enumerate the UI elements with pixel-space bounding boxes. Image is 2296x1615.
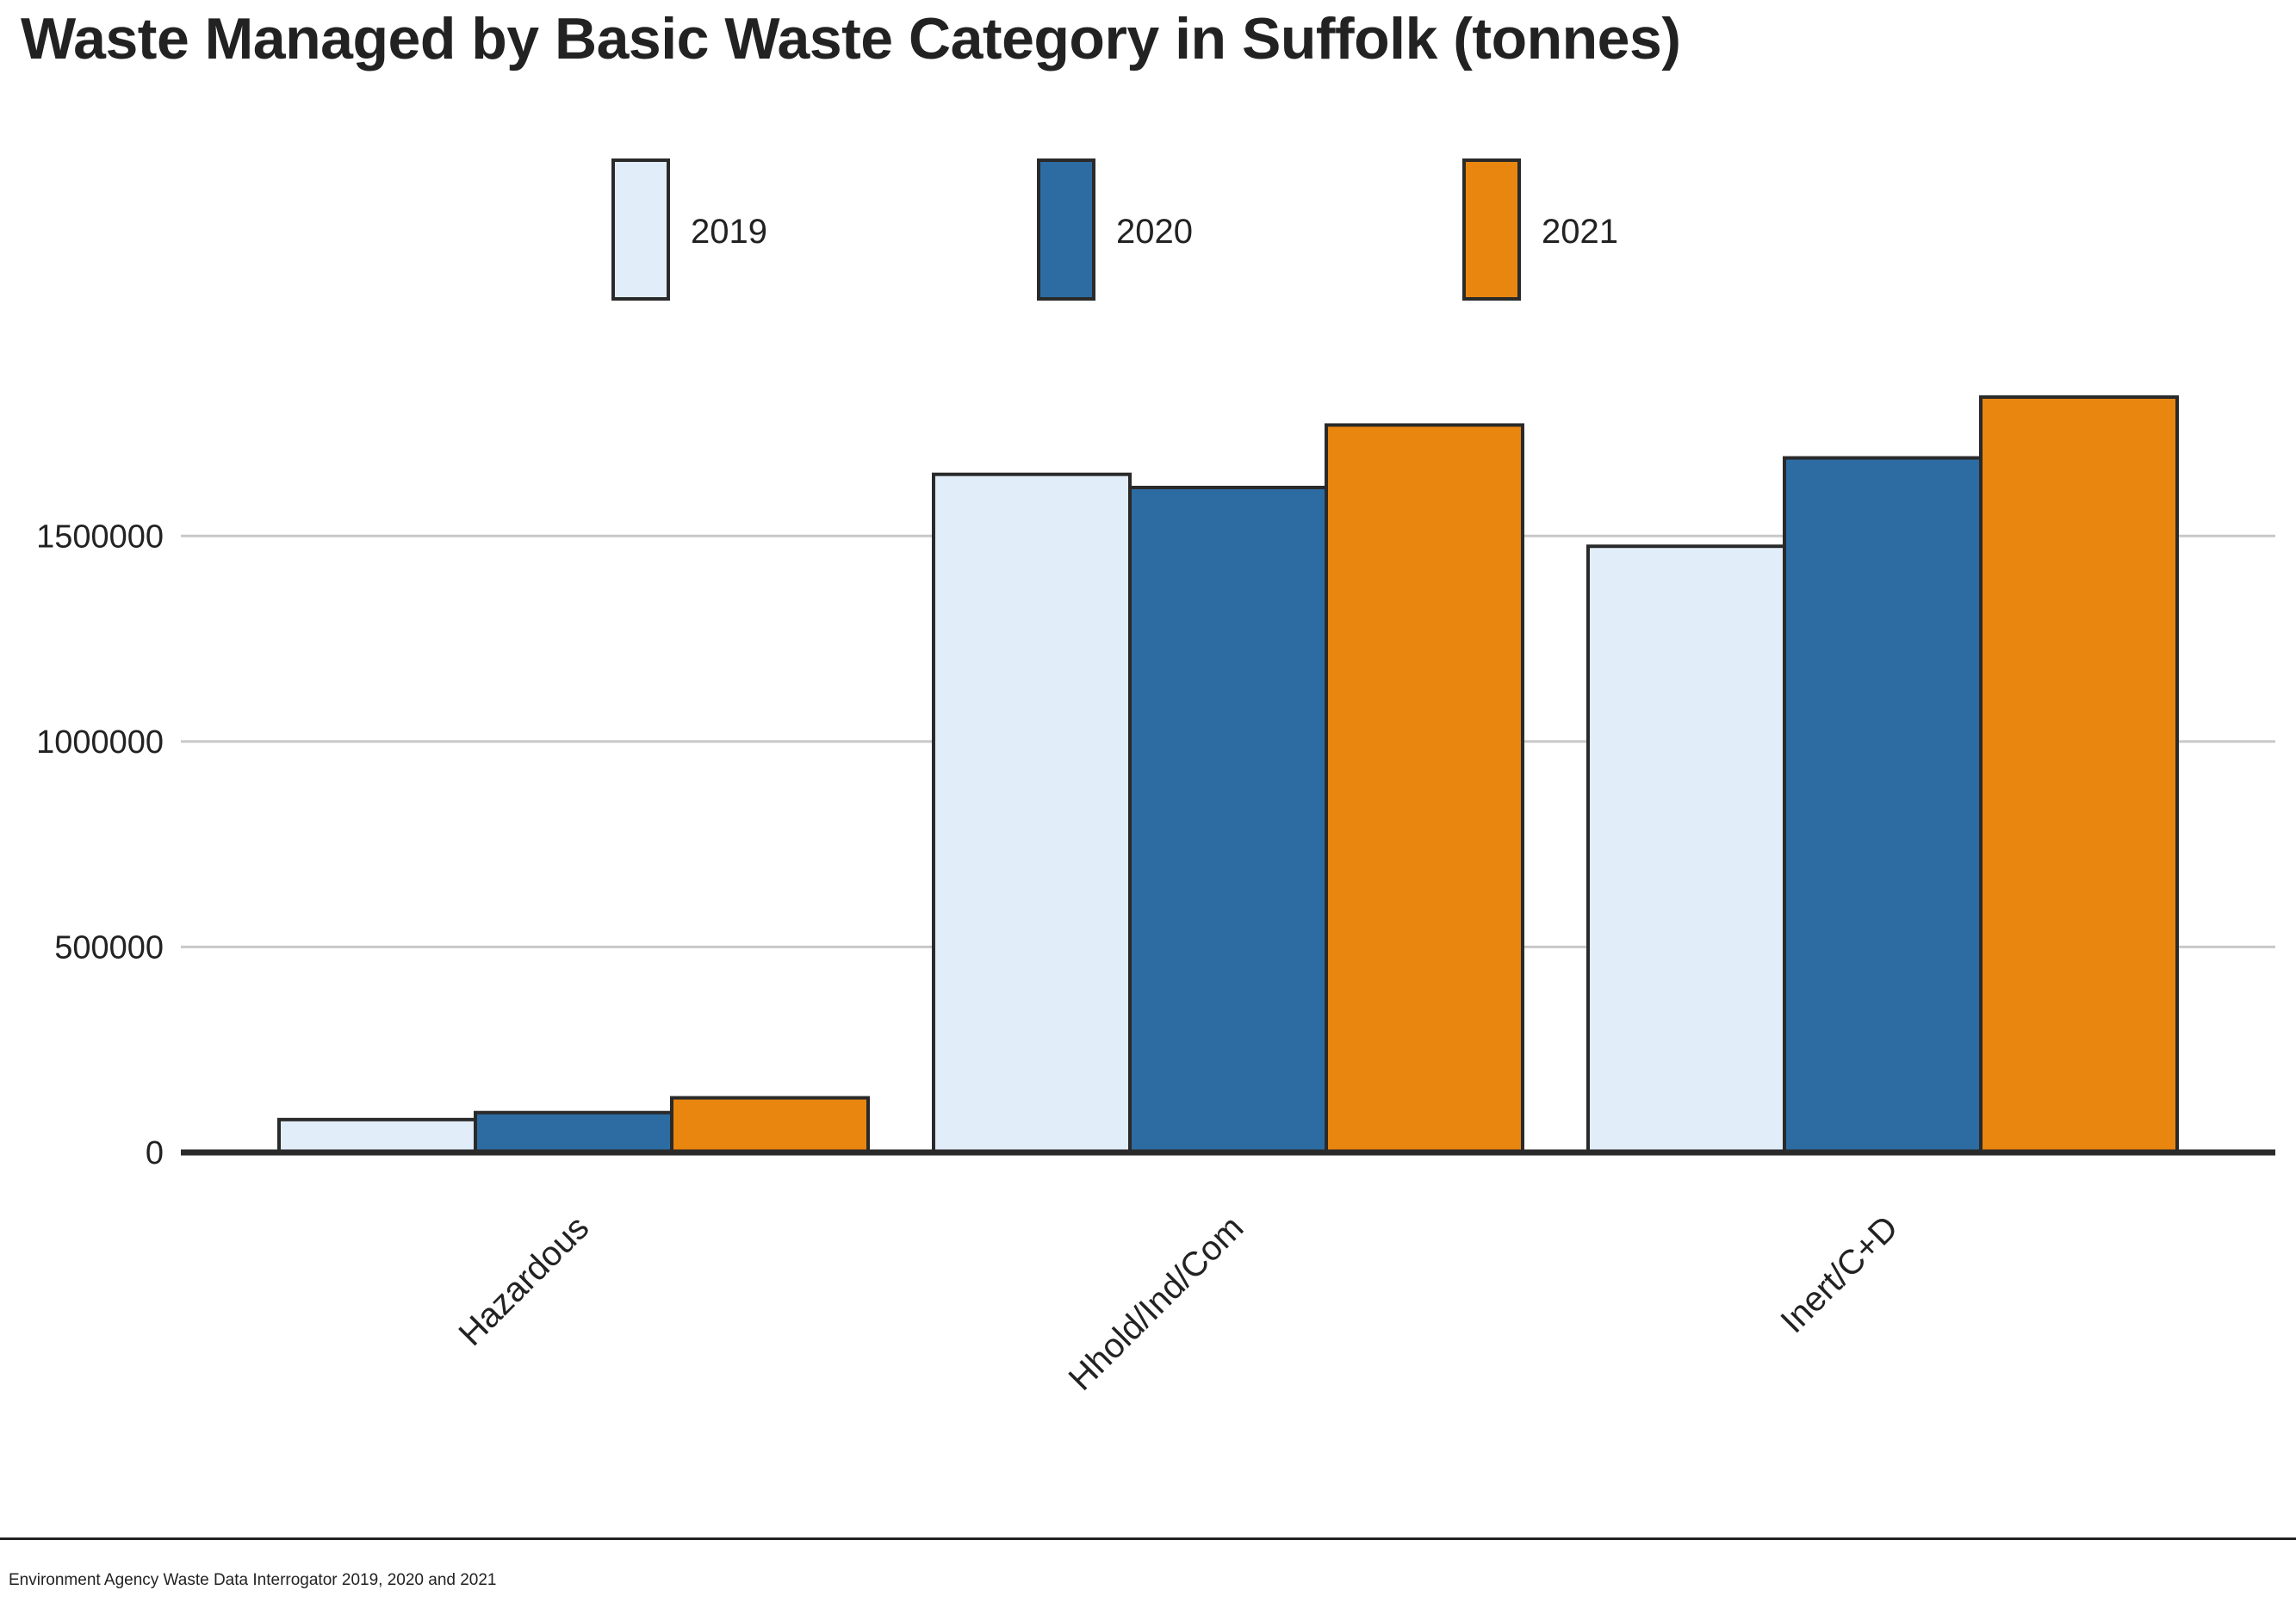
bar-hhold-ind-com-2021 — [1325, 423, 1524, 1154]
y-axis-ticks: 0 500000 1000000 1500000 — [36, 519, 164, 1171]
bar-hazardous-2020 — [474, 1110, 673, 1155]
y-tick-label: 0 — [146, 1135, 164, 1171]
bar-hazardous-2019 — [277, 1117, 477, 1155]
x-tick-label: Inert/C+D — [1773, 1208, 1905, 1340]
bar-hazardous-2021 — [670, 1096, 870, 1155]
legend-swatch-2021 — [1462, 158, 1521, 301]
source-note: Environment Agency Waste Data Interrogat… — [9, 1571, 497, 1589]
legend-swatch-2019 — [611, 158, 670, 301]
bar-hhold-ind-com-2019 — [932, 472, 1132, 1154]
bar-inert-c-d-2021 — [1979, 395, 2179, 1154]
y-tick-label: 1000000 — [36, 724, 164, 761]
legend-label-2019: 2019 — [691, 213, 767, 251]
bar-inert-c-d-2019 — [1586, 544, 1786, 1154]
bar-hhold-ind-com-2020 — [1128, 485, 1328, 1154]
y-tick-label: 1500000 — [36, 519, 164, 555]
x-axis-ticks: Hazardous Hhold/Ind/Com Inert/C+D — [451, 1208, 1905, 1398]
footer-divider — [0, 1537, 2296, 1540]
legend-label-2020: 2020 — [1116, 213, 1193, 251]
chart-title: Waste Managed by Basic Waste Category in… — [21, 6, 1681, 71]
bars — [277, 395, 2179, 1155]
x-tick-label: Hazardous — [451, 1208, 596, 1353]
bar-inert-c-d-2020 — [1783, 456, 1983, 1154]
legend: 2019 2020 2021 — [611, 158, 1618, 301]
x-tick-label: Hhold/Ind/Com — [1062, 1208, 1251, 1398]
legend-label-2021: 2021 — [1542, 213, 1618, 251]
y-tick-label: 500000 — [54, 929, 164, 966]
legend-swatch-2020 — [1037, 158, 1095, 301]
